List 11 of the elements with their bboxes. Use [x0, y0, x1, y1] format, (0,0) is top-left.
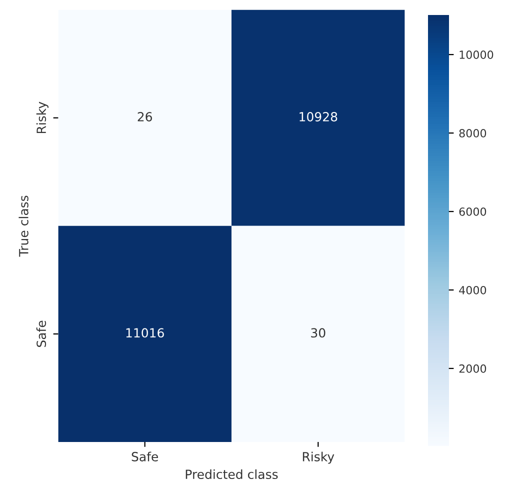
data-label: 26 [138, 112, 152, 122]
color-bar-label: 6000 [459, 207, 486, 216]
color-bar-label: 8000 [459, 129, 486, 138]
color-bar-label: 4000 [459, 286, 486, 294]
x-axis-title: Predicted class [186, 469, 278, 480]
color-bar-label: 10000 [460, 50, 494, 59]
data-label: 11016 [126, 328, 164, 338]
data-label: 10928 [300, 112, 338, 122]
color-bar-label: 2000 [459, 364, 486, 373]
y-axis-title: True class [18, 196, 28, 257]
data-label: 30 [311, 328, 326, 338]
